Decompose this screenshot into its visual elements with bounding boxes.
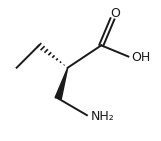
Text: NH₂: NH₂ (91, 110, 115, 123)
Text: O: O (110, 7, 120, 20)
Text: OH: OH (131, 51, 151, 64)
Polygon shape (55, 68, 68, 99)
